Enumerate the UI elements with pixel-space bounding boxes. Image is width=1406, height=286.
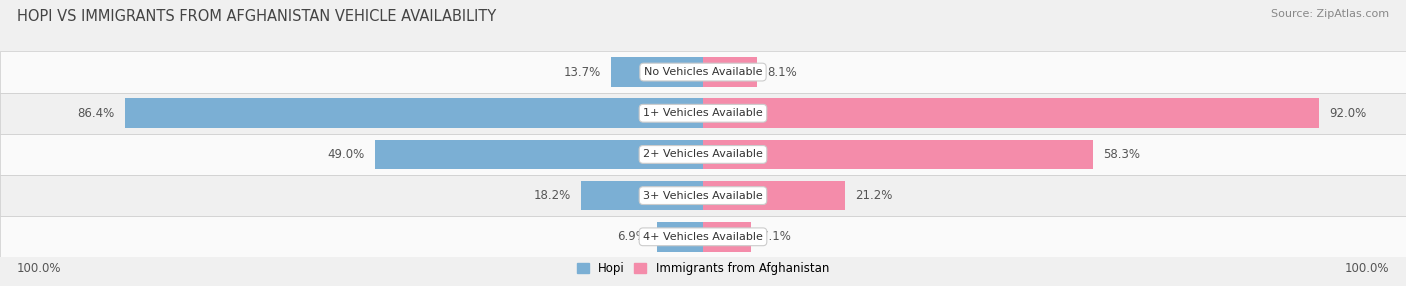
Bar xyxy=(125,98,703,128)
Bar xyxy=(0,134,1406,175)
Text: 100.0%: 100.0% xyxy=(1344,262,1389,275)
Bar xyxy=(0,175,1406,216)
Text: 86.4%: 86.4% xyxy=(77,107,114,120)
Bar xyxy=(375,140,703,169)
Text: Source: ZipAtlas.com: Source: ZipAtlas.com xyxy=(1271,9,1389,19)
Text: 4+ Vehicles Available: 4+ Vehicles Available xyxy=(643,232,763,242)
Text: 7.1%: 7.1% xyxy=(761,230,790,243)
Legend: Hopi, Immigrants from Afghanistan: Hopi, Immigrants from Afghanistan xyxy=(572,258,834,280)
Bar xyxy=(0,93,1406,134)
Bar xyxy=(581,181,703,210)
Text: 92.0%: 92.0% xyxy=(1329,107,1367,120)
Text: HOPI VS IMMIGRANTS FROM AFGHANISTAN VEHICLE AVAILABILITY: HOPI VS IMMIGRANTS FROM AFGHANISTAN VEHI… xyxy=(17,9,496,23)
Bar xyxy=(657,222,703,252)
Text: 100.0%: 100.0% xyxy=(17,262,62,275)
Bar xyxy=(703,98,1319,128)
Text: 18.2%: 18.2% xyxy=(534,189,571,202)
Text: 6.9%: 6.9% xyxy=(617,230,647,243)
Text: 49.0%: 49.0% xyxy=(328,148,366,161)
Bar xyxy=(0,216,1406,257)
Bar xyxy=(0,51,1406,93)
Text: 1+ Vehicles Available: 1+ Vehicles Available xyxy=(643,108,763,118)
Text: No Vehicles Available: No Vehicles Available xyxy=(644,67,762,77)
Text: 21.2%: 21.2% xyxy=(855,189,893,202)
Bar xyxy=(703,222,751,252)
Text: 58.3%: 58.3% xyxy=(1104,148,1140,161)
Text: 8.1%: 8.1% xyxy=(768,65,797,79)
Bar xyxy=(612,57,703,87)
Bar xyxy=(703,57,758,87)
Text: 2+ Vehicles Available: 2+ Vehicles Available xyxy=(643,150,763,159)
Bar xyxy=(703,181,845,210)
Text: 13.7%: 13.7% xyxy=(564,65,602,79)
Text: 3+ Vehicles Available: 3+ Vehicles Available xyxy=(643,191,763,200)
Bar xyxy=(703,140,1094,169)
